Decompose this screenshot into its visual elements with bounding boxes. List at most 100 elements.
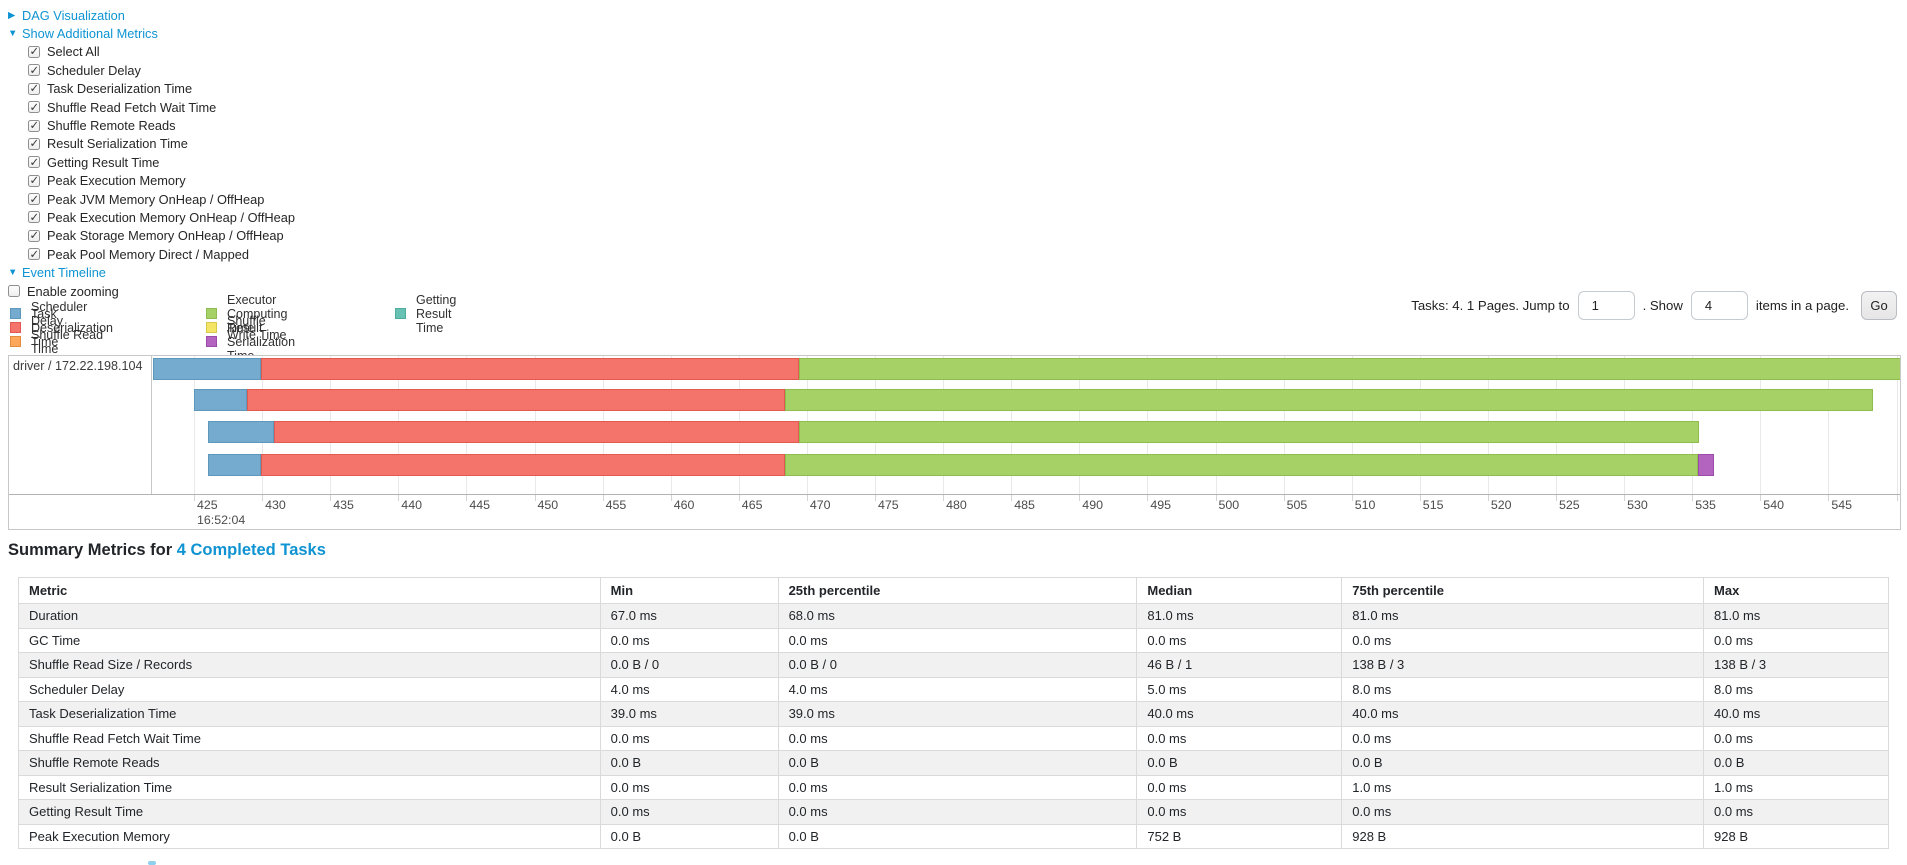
metric-checkbox[interactable] xyxy=(28,228,40,242)
metric-value-cell: 68.0 ms xyxy=(777,603,1138,629)
metric-value-cell: 0.0 B xyxy=(599,750,779,776)
task-bar-segment-scheduler-delay[interactable] xyxy=(207,454,261,476)
task-bar-segment-task-deserialization[interactable] xyxy=(260,454,786,476)
axis-tick xyxy=(738,495,740,501)
metric-value-cell: 67.0 ms xyxy=(599,603,779,629)
axis-tick xyxy=(943,495,945,501)
axis-tick xyxy=(1419,495,1421,501)
task-bar-segment-scheduler-delay[interactable] xyxy=(207,421,275,443)
items-per-page-input[interactable] xyxy=(1690,291,1748,320)
metric-checkbox[interactable] xyxy=(28,81,40,95)
metric-value-cell: 0.0 ms xyxy=(777,774,1138,800)
metric-checkbox-label: Peak JVM Memory OnHeap / OffHeap xyxy=(47,191,265,207)
metric-checkbox-item: Peak Execution Memory xyxy=(28,172,295,190)
task-bar-segment-executor-computing[interactable] xyxy=(785,389,1874,411)
metric-checkbox[interactable] xyxy=(28,192,40,206)
axis-tick xyxy=(1215,495,1217,501)
timeline-axis-labels: 425 430 435 440 445 450 455 460 465 470 475 480 485 4… xyxy=(152,495,1900,529)
metric-checkbox-item: Scheduler Delay xyxy=(28,61,295,79)
axis-tick xyxy=(1624,495,1626,501)
metric-value-cell: 81.0 ms xyxy=(1136,603,1343,629)
metric-value-cell: 0.0 B xyxy=(777,750,1138,776)
legend-label: Scheduler Delay xyxy=(31,299,88,328)
legend-swatch-icon xyxy=(10,336,21,348)
metric-name-cell: Shuffle Read Fetch Wait Time xyxy=(18,725,601,751)
axis-tick xyxy=(1692,495,1694,501)
metric-value-cell: 0.0 B xyxy=(1703,750,1889,776)
axis-tick-label: 520 xyxy=(1490,498,1512,512)
dag-visualization-toggle[interactable]: ▶ DAG Visualization xyxy=(8,6,295,24)
metric-value-cell: 752 B xyxy=(1136,823,1343,849)
legend-column: Executor Computing Time Shuffle Write Tim… xyxy=(206,293,295,363)
completed-tasks-link[interactable]: 4 Completed Tasks xyxy=(176,541,326,559)
legend-item: Shuffle Write Time xyxy=(206,314,295,342)
metric-checkbox[interactable] xyxy=(28,210,40,224)
axis-tick-label: 430 xyxy=(265,498,286,512)
jump-to-page-input[interactable] xyxy=(1577,291,1635,320)
axis-tick xyxy=(1283,495,1285,501)
task-bar-segment-scheduler-delay[interactable] xyxy=(194,389,248,411)
show-additional-metrics-label: Show Additional Metrics xyxy=(22,26,158,42)
collapsed-arrow-icon: ▶ xyxy=(8,9,16,21)
expanded-arrow-icon: ▼ xyxy=(8,267,18,279)
axis-tick xyxy=(534,495,536,501)
metric-value-cell: 0.0 ms xyxy=(1136,627,1343,653)
legend-swatch-icon xyxy=(206,322,217,334)
axis-tick-label: 425 xyxy=(197,498,218,512)
axis-tick xyxy=(670,495,672,501)
go-button[interactable]: Go xyxy=(1861,291,1897,320)
task-bar-segment-scheduler-delay[interactable] xyxy=(153,358,261,380)
table-header-cell: Metric xyxy=(18,577,601,604)
metric-checkbox-item: Getting Result Time xyxy=(28,153,295,171)
enable-zooming-label: Enable zooming xyxy=(27,283,119,299)
legend-item: Task Deserialization Time xyxy=(10,307,113,349)
task-bar-segment-result-serialization[interactable] xyxy=(1697,454,1714,476)
metric-value-cell: 46 B / 1 xyxy=(1136,652,1343,678)
metric-checkbox-item: Result Serialization Time xyxy=(28,135,295,153)
table-header-cell: Median xyxy=(1136,577,1343,604)
metric-checkbox[interactable] xyxy=(28,63,40,77)
task-bar-segment-task-deserialization[interactable] xyxy=(274,421,799,443)
metric-checkbox-label: Select All xyxy=(47,44,100,60)
metric-checkbox-label: Scheduler Delay xyxy=(47,62,141,78)
table-row: Shuffle Read Fetch Wait Time 0.0 ms 0.0 ms… xyxy=(18,725,1889,751)
metric-checkbox[interactable] xyxy=(28,44,40,58)
axis-tick xyxy=(602,495,604,501)
legend-label: Shuffle Write Time xyxy=(227,313,287,342)
metric-checkbox[interactable] xyxy=(28,136,40,150)
metric-name-cell: Shuffle Read Size / Records xyxy=(18,652,601,678)
task-bar-segment-executor-computing[interactable] xyxy=(798,421,1699,443)
task-bar-segment-task-deserialization[interactable] xyxy=(260,358,799,380)
metric-checkbox[interactable] xyxy=(28,100,40,114)
metric-value-cell: 0.0 ms xyxy=(1703,627,1889,653)
timeline-plot-area[interactable] xyxy=(152,356,1900,494)
metric-checkbox[interactable] xyxy=(28,173,40,187)
metric-name-cell: GC Time xyxy=(18,627,601,653)
metric-value-cell: 81.0 ms xyxy=(1341,603,1705,629)
legend-swatch-icon xyxy=(10,322,21,334)
metric-value-cell: 39.0 ms xyxy=(599,701,779,727)
metric-value-cell: 4.0 ms xyxy=(777,676,1138,702)
timeline-executor-label-column: driver / 172.22.198.104 xyxy=(9,356,152,494)
event-timeline-toggle[interactable]: ▼ Event Timeline xyxy=(8,263,295,281)
executor-label: driver / 172.22.198.104 xyxy=(13,359,143,373)
task-bar-segment-executor-computing[interactable] xyxy=(785,454,1698,476)
metric-checkbox[interactable] xyxy=(28,118,40,132)
metric-name-cell: Result Serialization Time xyxy=(18,774,601,800)
metric-checkbox[interactable] xyxy=(28,247,40,261)
axis-tick-label: 510 xyxy=(1354,498,1376,512)
metric-value-cell: 928 B xyxy=(1341,823,1705,849)
task-bar-segment-executor-computing[interactable] xyxy=(798,358,1900,380)
task-bar-segment-task-deserialization[interactable] xyxy=(247,389,786,411)
legend-label: Executor Computing Time xyxy=(227,292,288,335)
enable-zooming-checkbox[interactable] xyxy=(8,285,20,298)
metric-checkbox[interactable] xyxy=(28,155,40,169)
axis-tick-label: 445 xyxy=(469,498,491,512)
table-header-cell: Min xyxy=(599,577,779,604)
metric-value-cell: 0.0 B xyxy=(599,823,779,849)
show-additional-metrics-toggle[interactable]: ▼ Show Additional Metrics xyxy=(8,24,295,42)
legend-item: Result Serialization Time xyxy=(206,321,295,363)
table-row: Duration 67.0 ms 68.0 ms 81.0 ms 81.0 ms 81.0… xyxy=(18,603,1889,629)
axis-tick-label: 440 xyxy=(401,498,422,512)
